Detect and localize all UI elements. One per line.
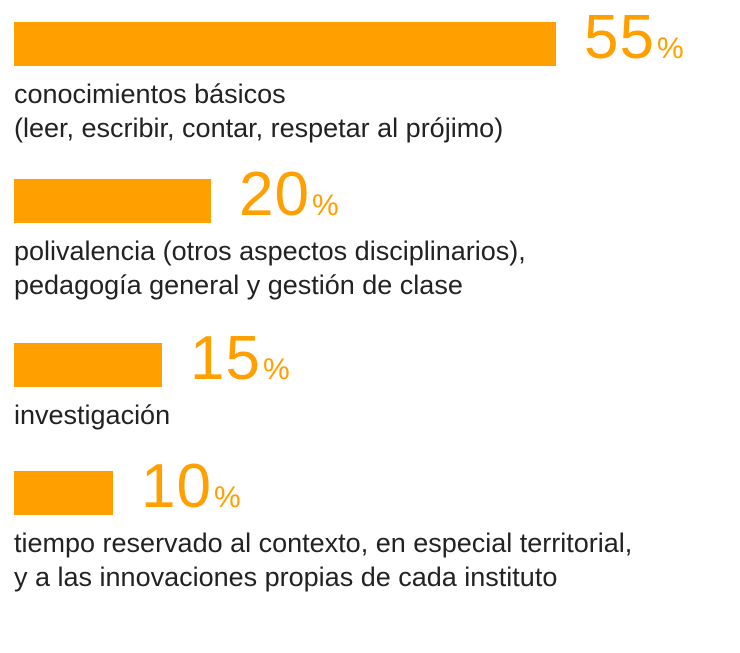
data-label-unit: % xyxy=(262,353,290,386)
category-label-line: polivalencia (otros aspectos disciplinar… xyxy=(14,236,526,266)
bar-line: 55% xyxy=(14,7,684,69)
data-label-unit: % xyxy=(656,32,684,65)
category-label: conocimientos básicos (leer, escribir, co… xyxy=(14,77,503,145)
data-label: 10% xyxy=(141,456,241,518)
category-label: tiempo reservado al contexto, en especia… xyxy=(14,526,632,594)
data-label-unit: % xyxy=(213,481,241,514)
bar-line: 20% xyxy=(14,164,526,226)
category-label-line: pedagogía general y gestión de clase xyxy=(14,270,463,300)
bar-line: 15% xyxy=(14,328,290,390)
bar-row: 15% investigación xyxy=(14,328,290,432)
bar xyxy=(14,179,211,223)
data-label: 15% xyxy=(190,328,290,390)
category-label-line: tiempo reservado al contexto, en especia… xyxy=(14,528,633,558)
bar-line: 10% xyxy=(14,456,632,518)
bar xyxy=(14,343,162,387)
category-label-line: (leer, escribir, contar, respetar al pró… xyxy=(14,113,504,143)
bar-row: 20% polivalencia (otros aspectos discipli… xyxy=(14,164,526,302)
category-label-line: conocimientos básicos xyxy=(14,79,286,109)
category-label: investigación xyxy=(14,398,170,432)
data-label-value: 20 xyxy=(239,160,310,229)
data-label: 55% xyxy=(584,7,684,69)
data-label-unit: % xyxy=(311,189,339,222)
data-label-value: 15 xyxy=(190,324,261,393)
bar-row: 10% tiempo reservado al contexto, en espe… xyxy=(14,456,632,594)
data-label-value: 10 xyxy=(141,452,212,521)
category-label-line: y a las innovaciones propias de cada ins… xyxy=(14,562,558,592)
data-label-value: 55 xyxy=(584,3,655,72)
category-label-line: investigación xyxy=(14,400,171,430)
bar-row: 55% conocimientos básicos (leer, escribir,… xyxy=(14,7,684,145)
bar xyxy=(14,22,556,66)
bar xyxy=(14,471,113,515)
data-label: 20% xyxy=(239,164,339,226)
category-label: polivalencia (otros aspectos disciplinar… xyxy=(14,234,526,302)
